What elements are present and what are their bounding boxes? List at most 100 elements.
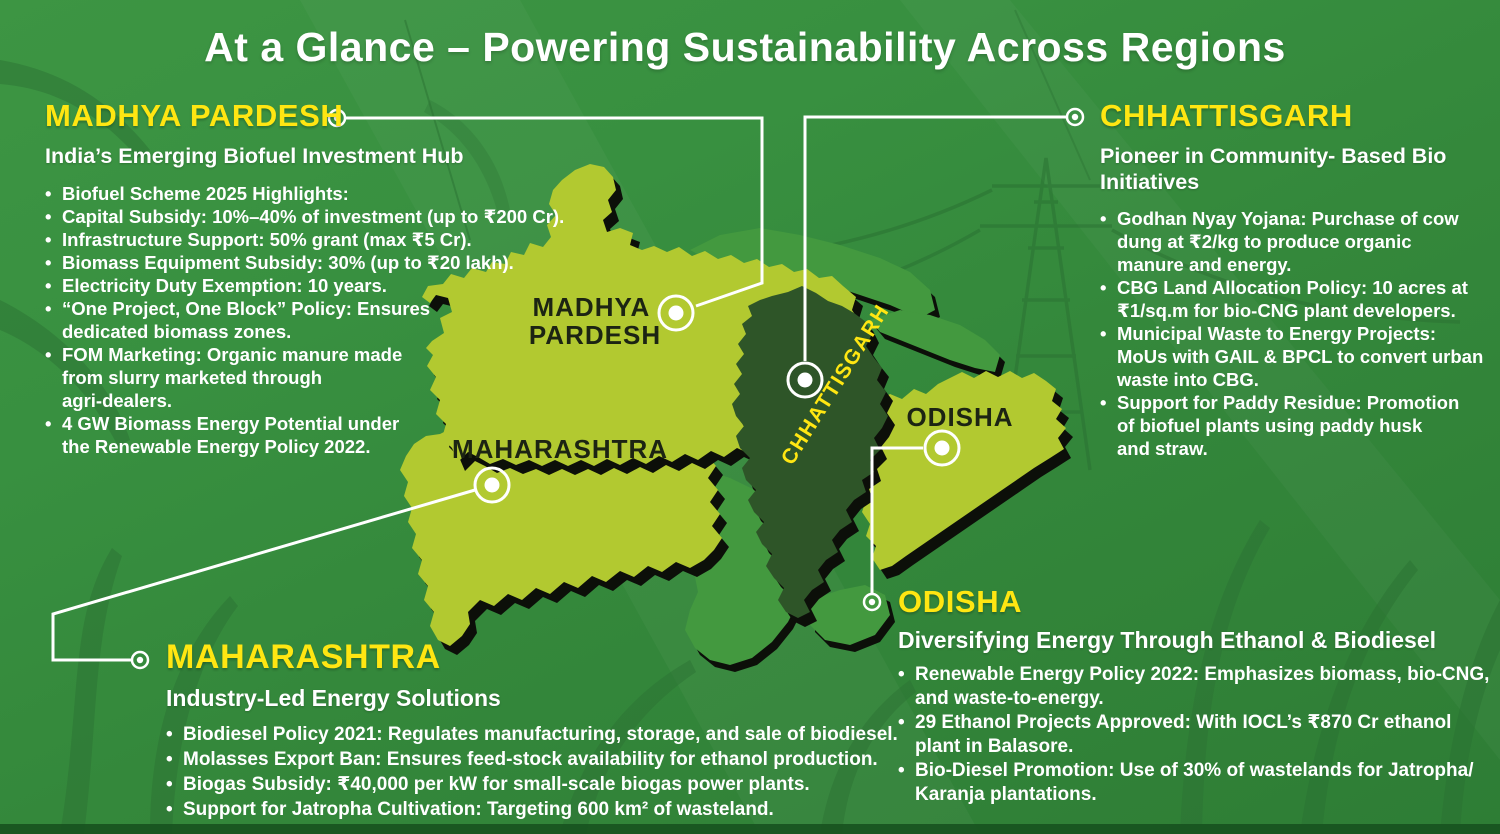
- section-subtitle-madhya-pardesh: India’s Emerging Biofuel Investment Hub: [45, 143, 565, 169]
- bullet-item: • Biomass Equipment Subsidy: 30% (up to ₹…: [45, 251, 565, 274]
- bullet-item: • Biodiesel Policy 2021: Regulates manufa…: [166, 722, 946, 747]
- section-subtitle-maharashtra: Industry-Led Energy Solutions: [166, 685, 946, 712]
- bullet-line: FOM Marketing: Organic manure made: [62, 343, 403, 365]
- bullet-dot: •: [45, 228, 52, 250]
- section-maharashtra: MAHARASHTRA Industry-Led Energy Solution…: [166, 638, 946, 822]
- map-marker-chhattisgarh: [786, 361, 824, 399]
- bullet-line: of biofuel plants using paddy husk: [1117, 414, 1423, 436]
- bullet-line: Renewable Energy Policy 2022: Emphasizes…: [915, 663, 1490, 685]
- subtitle-line: Diversifying Energy Through Ethanol & Bi…: [898, 626, 1437, 653]
- bullet-line: Biomass Equipment Subsidy: 30% (up to ₹2…: [62, 251, 514, 273]
- connector-line-chhattisgarh: [803, 115, 1066, 361]
- bullet-line: dedicated biomass zones.: [62, 320, 292, 342]
- bullet-dot: •: [45, 182, 52, 204]
- section-bullets-chhattisgarh: • Godhan Nyay Yojana: Purchase of cow dung…: [1100, 207, 1490, 460]
- bullet-item: • Support for Jatropha Cultivation: Targe…: [166, 797, 946, 822]
- heading-dot-maharashtra: [130, 650, 150, 670]
- map-label-odisha: ODISHA: [906, 402, 1013, 432]
- bullet-item: • Support for Paddy Residue: Promotion of …: [1100, 391, 1490, 460]
- bullet-line: the Renewable Energy Policy 2022.: [62, 435, 371, 457]
- bullet-item: • Godhan Nyay Yojana: Purchase of cow dung…: [1100, 207, 1490, 276]
- subtitle-line: Pioneer in Community- Based Bio: [1100, 143, 1447, 168]
- bullet-item: • Bio-Diesel Promotion: Use of 30% of was…: [898, 759, 1474, 807]
- bullet-dot: •: [45, 412, 52, 434]
- section-heading-madhya-pardesh: MADHYA PARDESH: [45, 98, 344, 133]
- bullet-dot: •: [45, 274, 52, 296]
- heading-dot-madhya-pardesh: [327, 108, 347, 128]
- subtitle-line: India’s Emerging Biofuel Investment Hub: [45, 143, 464, 168]
- bullet-line: Capital Subsidy: 10%–40% of investment (…: [62, 205, 565, 227]
- bullet-line: Karanja plantations.: [915, 783, 1097, 805]
- bullet-item: • Capital Subsidy: 10%–40% of investment …: [45, 205, 565, 228]
- bullet-dot: •: [45, 343, 52, 365]
- bullet-line: Biogas Subsidy: ₹40,000 per kW for small…: [183, 773, 810, 795]
- bullet-item: • Electricity Duty Exemption: 10 years.: [45, 274, 565, 297]
- state-chhattisgarh: [732, 286, 895, 627]
- bullet-item: • 29 Ethanol Projects Approved: With IOCL…: [898, 711, 1458, 759]
- bullet-dot: •: [1100, 391, 1107, 413]
- bullet-line: Godhan Nyay Yojana: Purchase of cow: [1117, 207, 1459, 229]
- section-bullets-madhya-pardesh: • Biofuel Scheme 2025 Highlights: • Capital…: [45, 182, 565, 458]
- bullet-item: • Biofuel Scheme 2025 Highlights:: [45, 182, 565, 205]
- bullet-line: waste into CBG.: [1117, 368, 1259, 390]
- bullet-dot: •: [166, 798, 173, 820]
- bullet-line: 29 Ethanol Projects Approved: With IOCL’…: [915, 711, 1452, 733]
- bullet-line: ₹1/sq.m for bio-CNG plant developers.: [1117, 299, 1456, 321]
- section-subtitle-chhattisgarh: Pioneer in Community- Based Bio Initiativ…: [1100, 143, 1490, 195]
- section-bullets-maharashtra: • Biodiesel Policy 2021: Regulates manufa…: [166, 722, 946, 822]
- bullet-dot: •: [45, 205, 52, 227]
- bullet-item: • CBG Land Allocation Policy: 10 acres at…: [1100, 276, 1490, 322]
- bullet-dot: •: [45, 251, 52, 273]
- bullet-item: • Molasses Export Ban: Ensures feed-stock…: [166, 747, 946, 772]
- state-odisha: [856, 371, 1073, 579]
- map-marker-maharashtra: [473, 466, 511, 504]
- bullet-dot: •: [166, 773, 173, 795]
- bullet-line: manure and energy.: [1117, 253, 1292, 275]
- bullet-line: and waste-to-energy.: [915, 687, 1104, 709]
- subtitle-line: Initiatives: [1100, 169, 1200, 194]
- section-heading-maharashtra: MAHARASHTRA: [166, 638, 441, 676]
- heading-dot-odisha: [862, 592, 882, 612]
- section-chhattisgarh: CHHATTISGARH Pioneer in Community- Based…: [1100, 98, 1490, 460]
- bullet-dot: •: [1100, 276, 1107, 298]
- bullet-line: MoUs with GAIL & BPCL to convert urban: [1117, 345, 1484, 367]
- map-label-maharashtra: MAHARASHTRA: [452, 434, 668, 464]
- bullet-line: and straw.: [1117, 437, 1208, 459]
- map-marker-odisha: [923, 429, 961, 467]
- section-bullets-odisha: • Renewable Energy Policy 2022: Emphasize…: [898, 663, 1489, 807]
- bullet-line: 4 GW Biomass Energy Potential under: [62, 412, 400, 434]
- bullet-line: Biodiesel Policy 2021: Regulates manufac…: [183, 723, 898, 745]
- bullet-line: Molasses Export Ban: Ensures feed-stock …: [183, 748, 878, 770]
- bullet-line: Support for Paddy Residue: Promotion: [1117, 391, 1460, 413]
- bullet-dot: •: [1100, 207, 1107, 229]
- bullet-line: Bio-Diesel Promotion: Use of 30% of wast…: [915, 759, 1474, 781]
- bullet-item: • Biogas Subsidy: ₹40,000 per kW for smal…: [166, 772, 946, 797]
- bullet-line: “One Project, One Block” Policy: Ensures: [62, 297, 431, 319]
- page-title: At a Glance – Powering Sustainability Ac…: [204, 24, 1286, 70]
- bullet-dot: •: [166, 748, 173, 770]
- subtitle-line: Industry-Led Energy Solutions: [166, 684, 501, 711]
- map-label-madhya-pardesh: MADHYA PARDESH: [529, 292, 661, 350]
- bullet-dot: •: [898, 759, 905, 781]
- bullet-item: • FOM Marketing: Organic manure made from …: [45, 343, 565, 412]
- map-markers: [130, 107, 1085, 670]
- bullet-item: • 4 GW Biomass Energy Potential under the …: [45, 412, 565, 458]
- bullet-line: dung at ₹2/kg to produce organic: [1117, 230, 1412, 252]
- bullet-line: CBG Land Allocation Policy: 10 acres at: [1117, 276, 1468, 298]
- section-heading-chhattisgarh: CHHATTISGARH: [1100, 98, 1353, 133]
- section-subtitle-odisha: Diversifying Energy Through Ethanol & Bi…: [898, 627, 1458, 654]
- connector-line-odisha: [870, 446, 923, 593]
- map-marker-madhya-pardesh: [657, 294, 695, 332]
- bullet-dot: •: [45, 297, 52, 319]
- connector-line-maharashtra: [51, 488, 476, 662]
- section-heading-odisha: ODISHA: [898, 584, 1023, 619]
- bullet-dot: •: [166, 723, 173, 745]
- bottom-strip: [0, 824, 1500, 834]
- heading-dot-chhattisgarh: [1065, 107, 1085, 127]
- bullet-item: • Infrastructure Support: 50% grant (max …: [45, 228, 565, 251]
- bullet-line: Biofuel Scheme 2025 Highlights:: [62, 182, 349, 204]
- bullet-dot: •: [898, 663, 905, 685]
